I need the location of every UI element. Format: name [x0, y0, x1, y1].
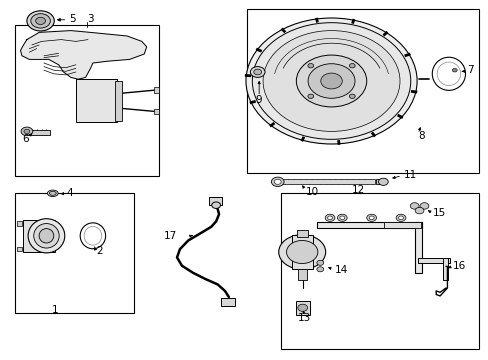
Ellipse shape — [47, 190, 58, 197]
Circle shape — [36, 17, 45, 24]
Circle shape — [307, 64, 313, 68]
Circle shape — [250, 67, 264, 77]
Circle shape — [252, 23, 410, 139]
Bar — [17, 221, 22, 226]
Circle shape — [31, 14, 50, 28]
Circle shape — [316, 267, 323, 272]
Bar — [27, 130, 50, 135]
Circle shape — [27, 11, 54, 31]
Circle shape — [339, 216, 344, 220]
Circle shape — [245, 18, 416, 144]
Bar — [281, 193, 478, 349]
Bar — [154, 87, 159, 93]
Ellipse shape — [28, 219, 64, 253]
Ellipse shape — [34, 224, 59, 248]
Circle shape — [348, 94, 354, 98]
Ellipse shape — [84, 226, 102, 245]
Bar — [414, 222, 421, 273]
Circle shape — [21, 127, 33, 136]
Circle shape — [395, 214, 405, 221]
Circle shape — [297, 304, 307, 311]
Bar — [292, 235, 312, 269]
Text: 3: 3 — [87, 14, 94, 24]
Bar — [209, 197, 221, 205]
Circle shape — [286, 240, 317, 264]
Circle shape — [451, 68, 456, 72]
Circle shape — [398, 216, 403, 220]
Ellipse shape — [39, 229, 54, 243]
Text: 13: 13 — [298, 312, 311, 323]
Circle shape — [368, 216, 373, 220]
Circle shape — [419, 203, 428, 209]
Circle shape — [414, 207, 423, 214]
Text: 1: 1 — [51, 305, 58, 315]
Text: 9: 9 — [255, 95, 262, 105]
Circle shape — [316, 260, 323, 265]
Bar — [115, 81, 122, 121]
Text: 15: 15 — [432, 208, 445, 218]
Circle shape — [378, 178, 387, 185]
Text: 6: 6 — [22, 134, 29, 144]
Text: 7: 7 — [466, 65, 473, 75]
Ellipse shape — [436, 62, 460, 85]
Bar — [375, 179, 383, 184]
Bar — [154, 109, 159, 114]
Text: 5: 5 — [69, 14, 76, 24]
Text: 12: 12 — [351, 185, 365, 195]
Text: 10: 10 — [305, 186, 319, 197]
Ellipse shape — [80, 223, 105, 249]
Bar — [417, 258, 449, 263]
Circle shape — [307, 64, 354, 98]
Bar — [442, 258, 447, 280]
Bar — [15, 25, 159, 176]
Circle shape — [263, 31, 399, 131]
Bar — [76, 79, 117, 122]
Circle shape — [320, 73, 342, 89]
Bar — [298, 269, 306, 280]
Circle shape — [409, 203, 418, 209]
Circle shape — [348, 64, 354, 68]
Bar — [297, 230, 307, 237]
Circle shape — [325, 214, 334, 221]
Text: 16: 16 — [452, 261, 465, 271]
Bar — [221, 298, 234, 306]
Circle shape — [366, 214, 376, 221]
Circle shape — [278, 235, 325, 269]
Circle shape — [337, 214, 346, 221]
Text: 4: 4 — [66, 188, 73, 198]
Circle shape — [307, 94, 313, 98]
Text: 11: 11 — [403, 170, 416, 180]
Ellipse shape — [211, 202, 220, 208]
Text: 17: 17 — [163, 231, 177, 241]
Text: 8: 8 — [417, 131, 424, 141]
Text: 14: 14 — [334, 265, 347, 275]
Bar — [383, 222, 420, 228]
Circle shape — [274, 179, 281, 184]
Circle shape — [24, 129, 30, 134]
Bar — [246, 9, 478, 173]
Bar — [17, 247, 22, 251]
Ellipse shape — [49, 192, 56, 195]
Ellipse shape — [431, 57, 465, 90]
Circle shape — [296, 55, 366, 107]
Bar — [279, 179, 374, 184]
Bar — [316, 222, 421, 228]
Text: 2: 2 — [96, 246, 103, 256]
Bar — [15, 193, 134, 313]
Bar — [23, 220, 55, 252]
Polygon shape — [20, 31, 146, 79]
Circle shape — [253, 69, 261, 75]
Circle shape — [271, 177, 284, 186]
Bar — [295, 301, 309, 315]
Circle shape — [327, 216, 332, 220]
